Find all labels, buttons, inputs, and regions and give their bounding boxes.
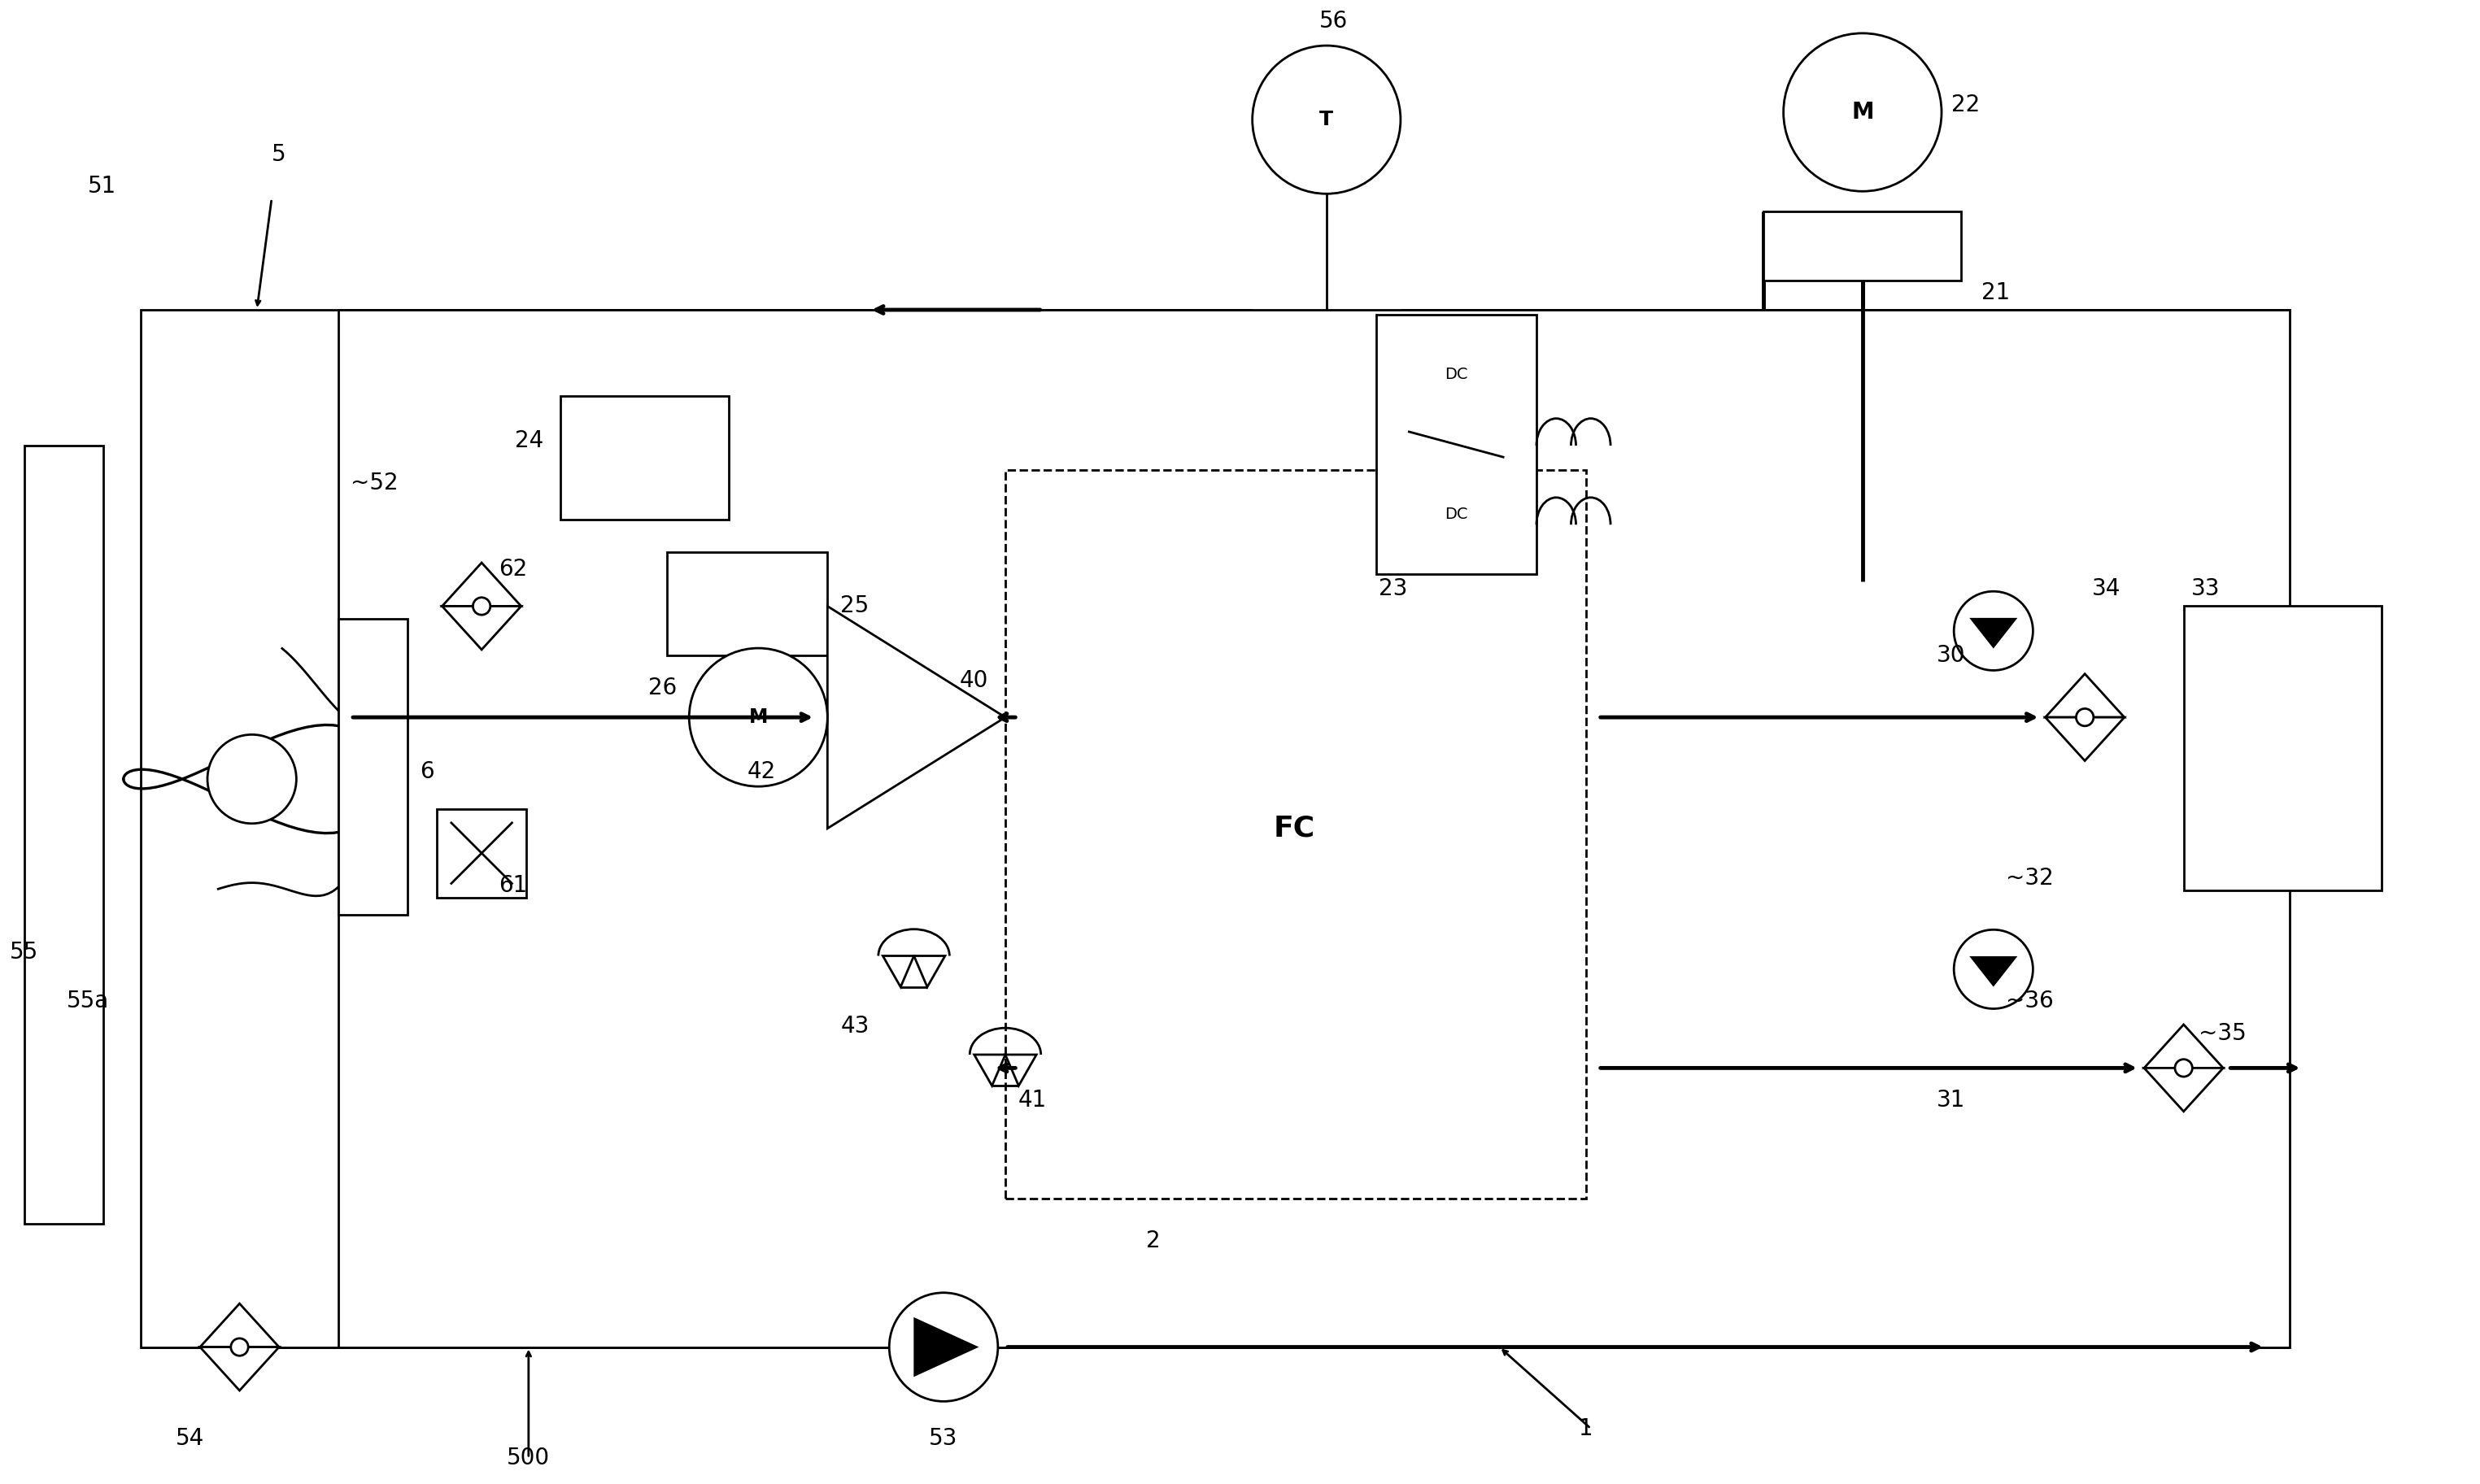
Text: 6: 6: [419, 760, 434, 784]
Polygon shape: [1004, 1055, 1037, 1086]
Circle shape: [1954, 591, 2034, 671]
Polygon shape: [441, 605, 521, 650]
Polygon shape: [1972, 619, 2016, 647]
Text: ~36: ~36: [2006, 990, 2053, 1012]
Text: 40: 40: [960, 669, 987, 692]
Polygon shape: [883, 956, 915, 987]
Text: 62: 62: [498, 558, 528, 580]
Text: 26: 26: [647, 677, 677, 699]
Text: 56: 56: [1319, 9, 1349, 33]
Text: 1: 1: [1580, 1417, 1592, 1439]
Polygon shape: [915, 956, 945, 987]
Bar: [667, 552, 828, 656]
Circle shape: [2076, 709, 2093, 726]
Circle shape: [1783, 33, 1942, 191]
Text: 55a: 55a: [67, 990, 109, 1012]
Text: 55: 55: [10, 941, 40, 963]
Bar: [1376, 315, 1538, 574]
Bar: [1004, 470, 1585, 1199]
Text: 61: 61: [498, 874, 528, 896]
Circle shape: [1252, 46, 1401, 194]
Text: M: M: [1850, 101, 1875, 123]
Text: ~52: ~52: [350, 472, 399, 494]
Text: ~32: ~32: [2006, 867, 2053, 889]
Bar: [25, 445, 104, 1224]
Circle shape: [474, 598, 491, 614]
Text: 31: 31: [1937, 1089, 1964, 1112]
Bar: [141, 310, 2289, 1347]
Text: 33: 33: [2190, 577, 2220, 600]
Text: 54: 54: [176, 1428, 203, 1450]
Text: DC: DC: [1443, 367, 1468, 381]
Text: DC: DC: [1443, 506, 1468, 522]
Bar: [1763, 211, 1962, 280]
Polygon shape: [2046, 717, 2125, 761]
Text: 22: 22: [1952, 93, 1979, 116]
Circle shape: [231, 1339, 248, 1356]
Polygon shape: [913, 1318, 980, 1377]
Text: 43: 43: [841, 1015, 870, 1037]
Polygon shape: [1972, 957, 2016, 985]
Text: 23: 23: [1379, 577, 1406, 600]
Text: 42: 42: [746, 760, 776, 784]
Text: ~35: ~35: [2197, 1022, 2247, 1045]
Text: 24: 24: [516, 429, 543, 453]
Circle shape: [208, 735, 295, 824]
Polygon shape: [828, 605, 1004, 828]
Text: 51: 51: [87, 175, 117, 197]
Text: 2: 2: [1146, 1229, 1161, 1252]
Polygon shape: [201, 1303, 280, 1347]
Text: T: T: [1319, 110, 1334, 129]
Polygon shape: [201, 1347, 280, 1391]
Bar: [436, 809, 526, 898]
Bar: [560, 396, 729, 519]
Text: 30: 30: [1937, 644, 1967, 666]
Text: 53: 53: [930, 1428, 957, 1450]
Circle shape: [2175, 1060, 2192, 1077]
Text: 5: 5: [273, 142, 285, 166]
Polygon shape: [2145, 1068, 2222, 1112]
Circle shape: [1954, 929, 2034, 1009]
Polygon shape: [441, 562, 521, 605]
Bar: [2185, 605, 2381, 890]
Text: 21: 21: [1982, 280, 2009, 304]
Text: 34: 34: [2093, 577, 2120, 600]
Text: 500: 500: [506, 1447, 551, 1469]
Circle shape: [689, 649, 828, 787]
Polygon shape: [975, 1055, 1004, 1086]
Circle shape: [890, 1293, 997, 1401]
Polygon shape: [2046, 674, 2125, 717]
Bar: [337, 619, 407, 914]
Text: FC: FC: [1275, 815, 1314, 843]
Text: M: M: [749, 708, 769, 727]
Text: 41: 41: [1017, 1089, 1047, 1112]
Text: 25: 25: [841, 595, 868, 617]
Polygon shape: [2145, 1024, 2222, 1068]
